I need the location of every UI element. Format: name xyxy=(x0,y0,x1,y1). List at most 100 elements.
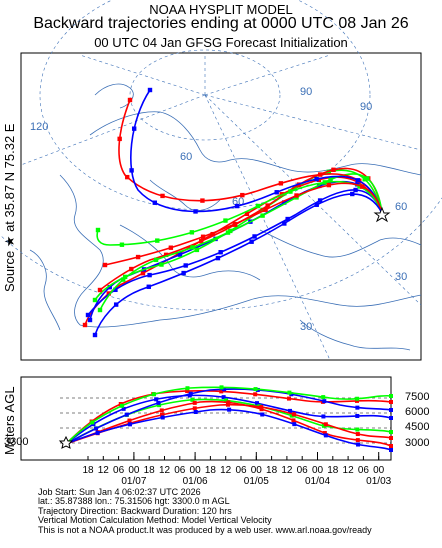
height-marker xyxy=(389,444,393,448)
trajectory-marker xyxy=(155,238,160,243)
height-marker xyxy=(356,442,361,447)
info-line: Trajectory Direction: Backward Duration:… xyxy=(38,505,232,516)
height-marker xyxy=(322,431,327,436)
map-panel xyxy=(20,52,422,361)
height-marker xyxy=(389,408,393,412)
height-marker xyxy=(260,412,265,417)
trajectory-marker xyxy=(102,262,108,268)
height-marker xyxy=(254,401,259,406)
trajectory-marker xyxy=(95,227,101,233)
trajectory-marker xyxy=(353,187,358,193)
hour-tick-label: 00 xyxy=(373,465,385,476)
trajectory-marker xyxy=(168,245,174,250)
trajectory-marker xyxy=(260,213,265,218)
trajectory-marker xyxy=(131,126,137,131)
trajectory-marker xyxy=(244,211,250,216)
height-marker xyxy=(355,438,360,443)
trajectory-marker xyxy=(360,184,365,189)
height-trace xyxy=(65,408,392,451)
trajectory-path xyxy=(99,173,383,311)
trajectory-marker xyxy=(159,262,164,267)
height-marker xyxy=(192,406,197,411)
trajectory-marker xyxy=(125,174,130,180)
height-marker xyxy=(225,402,230,407)
trajectory-marker xyxy=(292,186,297,191)
height-marker xyxy=(389,436,393,440)
hour-tick-label: 06 xyxy=(113,465,125,476)
height-marker xyxy=(219,389,224,394)
trajectory-marker xyxy=(317,198,323,203)
hour-tick-label: 06 xyxy=(174,465,186,476)
trajectory-marker xyxy=(282,221,287,226)
hour-tick-label: 18 xyxy=(266,465,278,476)
height-marker xyxy=(292,422,297,427)
height-marker xyxy=(119,403,124,408)
hour-tick-label: 12 xyxy=(220,465,232,476)
height-marker xyxy=(389,400,393,404)
height-marker xyxy=(287,390,292,395)
height-marker xyxy=(159,408,164,413)
trajectory-marker xyxy=(326,182,332,188)
hour-tick-label: 18 xyxy=(82,465,94,476)
trajectory-marker xyxy=(153,257,159,263)
trajectory-path xyxy=(96,180,383,246)
trajectory-marker xyxy=(263,207,268,212)
height-marker xyxy=(151,392,156,397)
height-marker xyxy=(93,426,98,431)
trajectory-marker xyxy=(288,189,293,194)
height-marker xyxy=(90,420,95,425)
trajectory-marker xyxy=(199,238,204,244)
trajectory-marker xyxy=(122,274,128,280)
trajectory-marker xyxy=(234,203,240,209)
height-marker xyxy=(221,395,226,400)
height-marker xyxy=(321,414,326,419)
trajectory-marker xyxy=(152,200,158,205)
height-marker xyxy=(154,397,159,402)
trajectory-marker xyxy=(140,270,146,276)
lon-label: 30 xyxy=(395,271,407,283)
height-marker xyxy=(389,394,393,398)
height-marker xyxy=(287,396,292,401)
trajectory-marker xyxy=(278,181,284,186)
trajectory-marker xyxy=(87,317,93,323)
height-marker xyxy=(291,412,296,417)
hour-tick-label: 12 xyxy=(158,465,171,476)
info-line: Job Start: Sun Jan 4 06:02:37 UTC 2026 xyxy=(38,487,201,497)
height-marker xyxy=(253,392,258,397)
info-line: This is not a NOAA product.It was produc… xyxy=(38,524,372,535)
trajectory-title: Backward trajectories ending at 0000 UTC… xyxy=(33,15,409,32)
trajectory-marker xyxy=(194,247,200,253)
hour-tick-label: 00 xyxy=(311,465,324,476)
trajectory-marker xyxy=(189,230,195,235)
height-marker xyxy=(291,418,296,423)
trajectory-marker xyxy=(163,252,169,258)
trajectory-marker xyxy=(314,202,319,207)
trajectory-marker xyxy=(294,193,299,198)
hour-tick-label: 18 xyxy=(143,465,155,476)
level-label: 3000 xyxy=(405,437,430,449)
trajectory-marker xyxy=(317,172,323,177)
trajectory-marker xyxy=(190,245,195,250)
trajectory-marker xyxy=(232,221,237,227)
height-profiles xyxy=(65,385,393,452)
height-marker xyxy=(355,427,360,432)
trajectory-marker xyxy=(117,136,122,142)
trajectory-marker xyxy=(223,218,228,223)
height-marker xyxy=(226,400,231,405)
height-marker xyxy=(124,412,129,417)
height-marker xyxy=(288,408,293,413)
job-info: Job Start: Sun Jan 4 06:02:37 UTC 2026 l… xyxy=(38,487,372,535)
date-label: 01/06 xyxy=(182,476,208,487)
trajectory-marker xyxy=(314,176,319,182)
trajectory-marker xyxy=(285,216,290,222)
trajectory-path xyxy=(130,89,383,214)
hour-tick-label: 18 xyxy=(327,465,339,476)
trajectory-marker xyxy=(92,332,98,338)
height-marker xyxy=(156,400,161,405)
trajectory-marker xyxy=(113,287,118,293)
trajectory-marker xyxy=(200,234,206,239)
trajectory-marker xyxy=(183,263,188,268)
height-marker xyxy=(355,432,360,437)
info-line: lat.: 35.87388 lon.: 75.31506 hgt: 3300.… xyxy=(38,496,230,507)
hour-tick-label: 00 xyxy=(128,465,140,476)
